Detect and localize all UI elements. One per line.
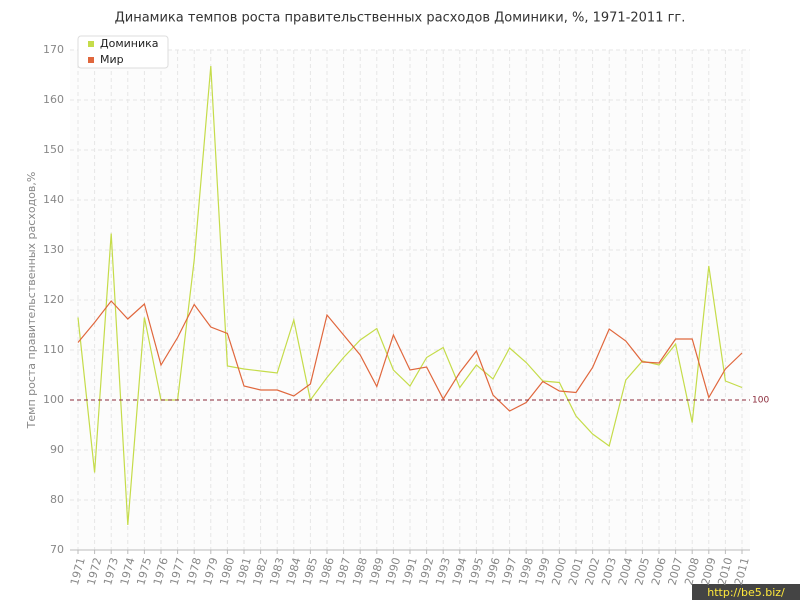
y-tick-label: 170 <box>43 43 64 56</box>
y-tick-label: 100 <box>43 393 64 406</box>
legend-label: Мир <box>100 53 124 66</box>
legend-swatch <box>88 57 94 63</box>
y-tick-label: 120 <box>43 293 64 306</box>
series-line <box>77 65 743 526</box>
y-tick-label: 140 <box>43 193 64 206</box>
marks <box>77 65 743 526</box>
y-tick-label: 80 <box>50 493 64 506</box>
y-tick-label: 70 <box>50 543 64 556</box>
y-tick-label: 130 <box>43 243 64 256</box>
series-line <box>77 300 743 412</box>
legend <box>77 35 169 69</box>
x-tick-label: 2011 <box>732 556 752 586</box>
y-tick-label: 90 <box>50 443 64 456</box>
y-tick-label: 160 <box>43 93 64 106</box>
legend-label: Доминика <box>100 37 159 50</box>
legend-swatch <box>88 41 94 47</box>
y-axis-label: Темп роста правительственных расходов,% <box>25 172 38 430</box>
legend-box <box>77 35 169 69</box>
y-tick-label: 150 <box>43 143 64 156</box>
watermark-bg <box>692 584 800 600</box>
reference-label: 100 <box>752 396 769 406</box>
watermark: http://be5.biz/ <box>707 586 785 599</box>
chart-title: Динамика темпов роста правительственных … <box>115 11 686 26</box>
y-tick-label: 110 <box>43 343 64 356</box>
